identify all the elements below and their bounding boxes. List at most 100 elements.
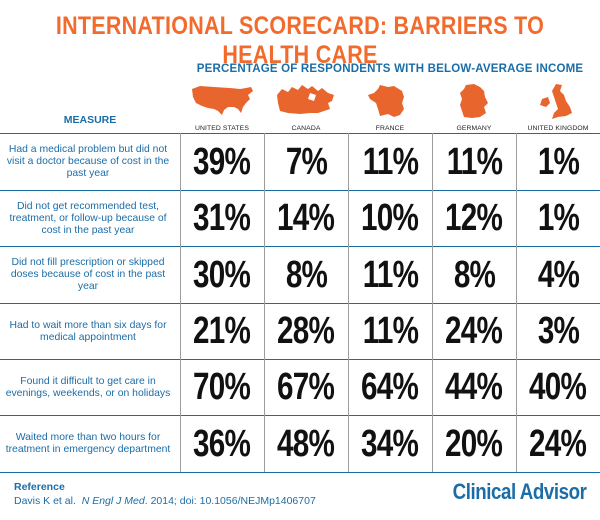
reference-details: . 2014; doi: 10.1056/NEJMp1406707 (144, 495, 316, 507)
value-text: 11% (362, 310, 418, 352)
value-cell: 34% (348, 416, 432, 472)
value-cell: 4% (516, 247, 600, 303)
column-divider (348, 133, 349, 472)
value-text: 64% (361, 366, 420, 408)
france-map-icon (368, 85, 404, 117)
country-header-germany: GERMANY (432, 83, 516, 133)
value-text: 7% (285, 140, 327, 183)
value-cell: 67% (264, 360, 348, 415)
brand-logo: Clinical Advisor (452, 479, 586, 504)
value-text: 40% (529, 366, 588, 408)
country-label: UNITED KINGDOM (527, 125, 589, 132)
value-text: 24% (445, 310, 504, 352)
value-cell: 14% (264, 191, 348, 246)
measure-label: Found it difficult to get care in evenin… (5, 375, 171, 399)
value-text: 1% (537, 140, 579, 183)
measure-label: Had a medical problem but did not visit … (6, 144, 170, 179)
column-divider (264, 133, 265, 472)
value-text: 39% (193, 140, 252, 183)
row-divider (0, 415, 600, 416)
column-divider (432, 133, 433, 472)
chart-subtitle: PERCENTAGE OF RESPONDENTS WITH BELOW-AVE… (196, 63, 584, 75)
value-text: 34% (361, 422, 420, 465)
reference-journal: N Engl J Med (81, 495, 145, 507)
value-text: 70% (193, 366, 252, 408)
value-cell: 44% (432, 360, 516, 415)
column-divider (516, 133, 517, 472)
reference-authors: Davis K et al. (14, 495, 76, 507)
value-text: 3% (537, 310, 579, 352)
value-cell: 30% (180, 247, 264, 303)
value-cell: 20% (432, 416, 516, 472)
value-cell: 8% (432, 247, 516, 303)
row-divider (0, 472, 600, 473)
value-cell: 7% (264, 134, 348, 190)
value-text: 20% (445, 422, 504, 465)
measure-label: Did not fill prescription or skipped dos… (10, 257, 166, 292)
country-header-france: FRANCE (348, 83, 432, 133)
value-cell: 64% (348, 360, 432, 415)
country-label: CANADA (291, 125, 321, 132)
row-divider (0, 246, 600, 247)
value-text: 36% (193, 422, 252, 465)
value-text: 12% (445, 197, 504, 239)
country-header-united-kingdom: UNITED KINGDOM (516, 83, 600, 133)
country-label: UNITED STATES (195, 125, 249, 132)
row-divider (0, 303, 600, 304)
value-cell: 24% (432, 304, 516, 359)
value-text: 31% (193, 197, 252, 239)
value-cell: 11% (348, 247, 432, 303)
uk-map-icon (540, 84, 572, 119)
value-cell: 48% (264, 416, 348, 472)
value-text: 10% (361, 197, 420, 239)
value-text: 4% (537, 253, 579, 296)
reference-heading: Reference (14, 481, 65, 493)
country-header-united-states: UNITED STATES (180, 83, 264, 133)
country-label: GERMANY (456, 125, 492, 132)
value-text: 11% (362, 253, 418, 296)
value-text: 30% (193, 253, 252, 296)
value-cell: 70% (180, 360, 264, 415)
value-text: 21% (193, 310, 252, 352)
row-divider (0, 359, 600, 360)
value-cell: 12% (432, 191, 516, 246)
value-text: 44% (445, 366, 504, 408)
value-cell: 39% (180, 134, 264, 190)
value-cell: 40% (516, 360, 600, 415)
measure-label: Waited more than two hours for treatment… (5, 432, 171, 455)
measure-header: MEASURE (63, 114, 117, 126)
canada-map-icon (277, 85, 334, 114)
value-cell: 11% (348, 134, 432, 190)
value-cell: 11% (348, 304, 432, 359)
value-text: 67% (277, 366, 336, 408)
value-text: 48% (277, 422, 336, 465)
value-text: 1% (537, 197, 579, 239)
value-cell: 28% (264, 304, 348, 359)
reference-citation: Davis K et al. N Engl J Med. 2014; doi: … (14, 495, 316, 507)
page-title: INTERNATIONAL SCORECARD: BARRIERS TO HEA… (55, 12, 545, 69)
value-cell: 1% (516, 134, 600, 190)
value-cell: 36% (180, 416, 264, 472)
value-cell: 3% (516, 304, 600, 359)
column-divider (180, 133, 181, 472)
value-text: 14% (277, 197, 336, 239)
value-text: 8% (285, 253, 327, 296)
value-text: 11% (362, 140, 418, 183)
value-cell: 11% (432, 134, 516, 190)
row-divider (0, 190, 600, 191)
country-header-canada: CANADA (264, 83, 348, 133)
value-cell: 21% (180, 304, 264, 359)
country-label: FRANCE (375, 125, 405, 132)
value-cell: 24% (516, 416, 600, 472)
value-text: 28% (277, 310, 336, 352)
value-text: 11% (446, 140, 502, 183)
measure-label: Had to wait more than six days for medic… (9, 319, 167, 343)
measure-label: Did not get recommended test, treatment,… (9, 200, 167, 236)
value-cell: 10% (348, 191, 432, 246)
value-cell: 31% (180, 191, 264, 246)
value-text: 24% (529, 422, 588, 465)
row-divider (0, 133, 600, 134)
usa-map-icon (192, 86, 253, 115)
value-text: 8% (453, 253, 495, 296)
value-cell: 8% (264, 247, 348, 303)
